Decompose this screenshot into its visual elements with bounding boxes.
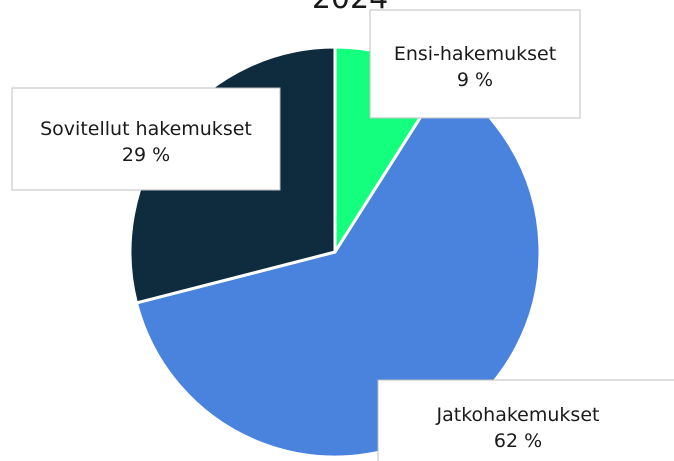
chart-title: 2024 [312,0,388,16]
value-label: 9 % [457,69,493,91]
labels: Ensi-hakemukset 9 % Jatkohakemukset 62 % Sov… [11,9,674,461]
label-box [369,9,581,119]
label-box [11,87,281,191]
slice-label: Ensi-hakemukset [394,43,556,65]
value-label: 29 % [122,144,170,166]
slice-label: Sovitellut hakemukset [40,118,252,140]
value-label: 62 % [494,430,542,452]
slice-label: Jatkohakemukset [436,404,600,426]
label-box [377,379,674,461]
